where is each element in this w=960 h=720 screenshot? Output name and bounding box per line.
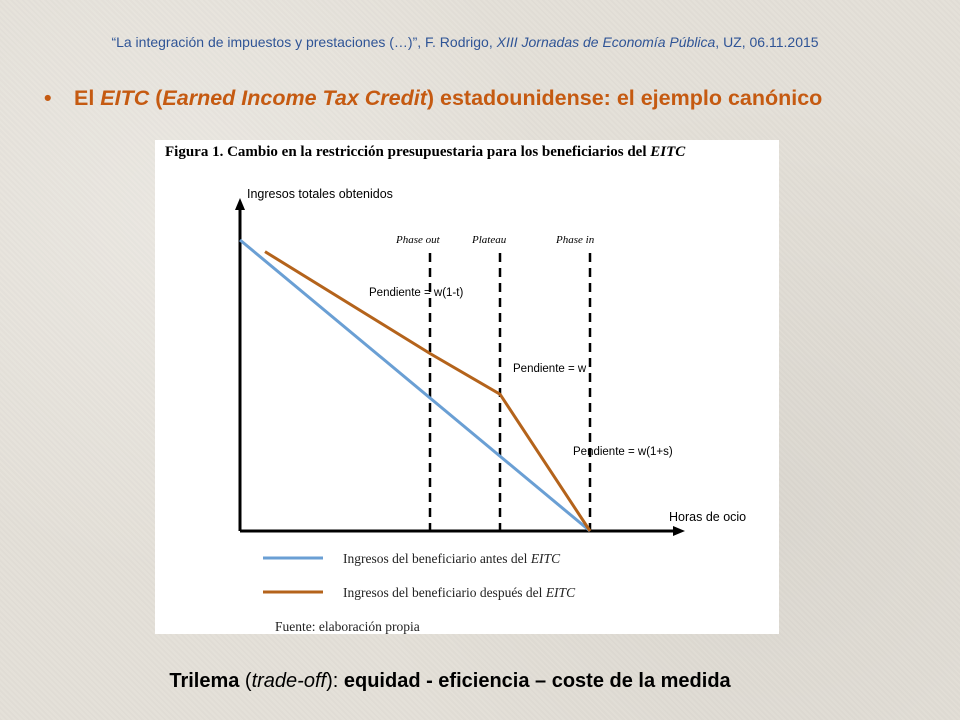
slope-annotation: Pendiente = w(1-t) — [369, 287, 463, 299]
region-label: Plateau — [471, 234, 507, 246]
slide-header-citation: “La integración de impuestos y prestacio… — [0, 34, 930, 50]
legend-label-text: Ingresos del beneficiario después del — [343, 585, 546, 600]
citation-prefix: “La integración de impuestos y prestacio… — [111, 34, 497, 50]
series-line-before-eitc — [239, 238, 591, 533]
y-axis-label: Ingresos totales obtenidos — [247, 187, 393, 201]
bullet-text-1: El — [74, 86, 101, 110]
legend-label-before: Ingresos del beneficiario antes del EITC — [343, 551, 561, 566]
slide-footer: Trilema (trade-off): equidad - eficienci… — [0, 670, 900, 693]
bullet-dot: • — [44, 86, 52, 110]
y-axis-arrow — [235, 198, 245, 210]
footer-paren-close: ): — [326, 670, 344, 692]
legend-label-text: Ingresos del beneficiario antes del — [343, 551, 531, 566]
chart-title-main: Figura 1. Cambio en la restricción presu… — [165, 144, 650, 160]
bullet-text-eitc: EITC — [100, 86, 150, 110]
bullet-text-eitc-full: Earned Income Tax Credit — [162, 86, 427, 110]
slope-annotation: Pendiente = w(1+s) — [573, 446, 673, 458]
footer-paren-open: ( — [239, 670, 252, 692]
legend-label-after: Ingresos del beneficiario después del EI… — [343, 585, 576, 600]
figure-panel: Figura 1. Cambio en la restricción presu… — [155, 140, 779, 634]
legend-label-eitc: EITC — [545, 585, 576, 600]
chart-source: Fuente: elaboración propia — [275, 619, 420, 634]
eitc-budget-constraint-chart: Figura 1. Cambio en la restricción presu… — [165, 144, 746, 634]
bullet-text-5: ) estadounidense: el ejemplo canónico — [426, 86, 823, 110]
series-line-after-eitc — [264, 250, 592, 532]
region-label: Phase out — [395, 234, 441, 246]
bullet-heading: • El EITC (Earned Income Tax Credit) esta… — [44, 86, 944, 111]
chart-title: Figura 1. Cambio en la restricción presu… — [165, 144, 686, 160]
footer-trilemma-items: equidad - eficiencia – coste de la medid… — [343, 670, 731, 692]
x-axis-label: Horas de ocio — [669, 510, 746, 524]
slope-annotation: Pendiente = w — [513, 363, 587, 375]
footer-tradeoff: trade-off — [251, 670, 327, 692]
citation-event: XIII Jornadas de Economía Pública — [496, 34, 716, 50]
region-label: Phase in — [555, 234, 595, 246]
x-axis-arrow — [673, 526, 685, 536]
citation-suffix: , UZ, 06.11.2015 — [715, 34, 819, 50]
bullet-text-3: ( — [149, 86, 163, 110]
footer-trilema: Trilema — [169, 670, 240, 692]
legend-label-eitc: EITC — [530, 551, 561, 566]
chart-title-eitc: EITC — [649, 144, 686, 160]
